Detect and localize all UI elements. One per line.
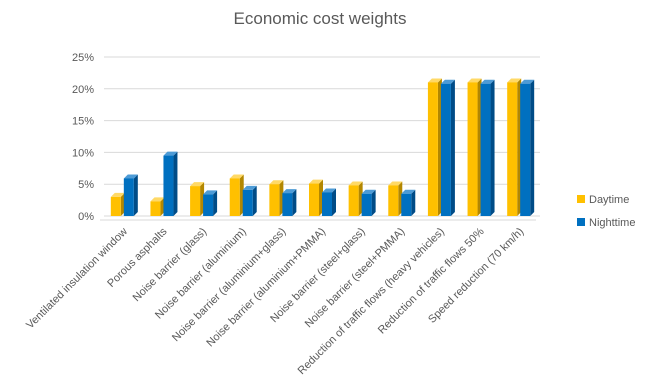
chart-title: Economic cost weights: [234, 9, 407, 28]
bar-front: [388, 185, 399, 216]
bar-front: [110, 196, 121, 216]
bar-front: [348, 185, 359, 216]
x-category-label: Noise barrier (glass): [131, 226, 210, 305]
bar-daytime: [388, 181, 403, 216]
bar-front: [269, 184, 280, 216]
bar-top: [520, 79, 535, 84]
bar-side: [292, 189, 297, 216]
bar-top: [123, 174, 138, 179]
bar-nighttime: [203, 190, 218, 216]
bar-side: [213, 190, 218, 216]
bar-top: [467, 78, 482, 83]
bars: [110, 78, 535, 216]
bar-front: [203, 194, 214, 216]
bar-daytime: [309, 179, 323, 216]
bar-front: [322, 192, 332, 216]
bar-nighttime: [520, 79, 535, 216]
bar-top: [282, 189, 297, 194]
bar-daytime: [269, 180, 284, 216]
bar-top: [203, 190, 218, 195]
bar-daytime: [229, 174, 244, 216]
bar-side: [173, 151, 178, 216]
bar-side: [252, 185, 257, 216]
y-axis-ticks: 0% 5% 10% 15% 20% 25%: [72, 52, 94, 223]
bar-front: [309, 183, 319, 216]
bar-top: [507, 78, 522, 83]
bar-daytime: [110, 192, 125, 216]
bar-side: [530, 79, 535, 216]
bar-top: [242, 185, 257, 190]
legend-label: Daytime: [589, 194, 629, 206]
bar-front: [520, 83, 531, 216]
bar-side: [411, 189, 416, 216]
bar-side: [332, 188, 336, 216]
bar-top: [163, 151, 178, 156]
bar-nighttime: [282, 189, 297, 216]
bar-front: [440, 83, 451, 216]
legend-item-nighttime: Nighttime: [577, 217, 635, 229]
legend-swatch: [577, 218, 585, 226]
bar-daytime: [427, 78, 442, 216]
bar-top: [110, 192, 125, 197]
bar-top: [361, 189, 376, 194]
bar-front: [163, 155, 174, 216]
bar-side: [133, 174, 138, 216]
bar-nighttime: [401, 189, 416, 216]
bar-daytime: [467, 78, 482, 216]
bar-front: [150, 201, 161, 216]
bar-side: [371, 189, 376, 216]
bar-top: [480, 79, 495, 84]
bar-front: [480, 83, 491, 216]
bar-top: [322, 188, 336, 193]
bar-top: [190, 182, 205, 187]
y-tick-label: 25%: [72, 52, 94, 64]
bar-nighttime: [480, 79, 495, 216]
legend: Daytime Nighttime: [577, 194, 635, 229]
legend-label: Nighttime: [589, 217, 635, 229]
bar-front: [190, 186, 201, 216]
bar-nighttime: [440, 79, 455, 216]
bar-front: [282, 193, 293, 216]
bar-front: [229, 178, 240, 216]
bar-side: [450, 79, 455, 216]
bar-front: [361, 193, 372, 216]
bar-top: [427, 78, 442, 83]
x-category-label: Reduction of traffic flows (heavy vehicl…: [296, 226, 447, 377]
y-tick-label: 0%: [78, 211, 94, 223]
y-tick-label: 20%: [72, 84, 94, 96]
bar-top: [401, 189, 416, 194]
legend-swatch: [577, 195, 585, 203]
bar-top: [348, 181, 363, 186]
bar-daytime: [190, 182, 205, 216]
bar-daytime: [150, 197, 165, 216]
bar-nighttime: [322, 188, 336, 216]
bar-top: [440, 79, 455, 84]
bar-top: [388, 181, 403, 186]
bar-front: [467, 82, 478, 216]
bar-front: [123, 178, 134, 216]
bar-front: [427, 82, 438, 216]
bar-top: [269, 180, 284, 185]
bar-front: [401, 193, 412, 216]
bar-top: [229, 174, 244, 179]
bar-top: [309, 179, 323, 184]
bar-front: [242, 189, 253, 216]
y-tick-label: 15%: [72, 116, 94, 128]
y-tick-label: 10%: [72, 147, 94, 159]
y-tick-label: 5%: [78, 179, 94, 191]
bar-side: [490, 79, 495, 216]
bar-nighttime: [123, 174, 138, 216]
bar-daytime: [507, 78, 522, 216]
bar-front: [507, 82, 518, 216]
legend-item-daytime: Daytime: [577, 194, 629, 206]
bar-nighttime: [242, 185, 257, 216]
bar-top: [150, 197, 165, 202]
bar-daytime: [348, 181, 363, 216]
bar-nighttime: [361, 189, 376, 216]
bar-nighttime: [163, 151, 178, 216]
